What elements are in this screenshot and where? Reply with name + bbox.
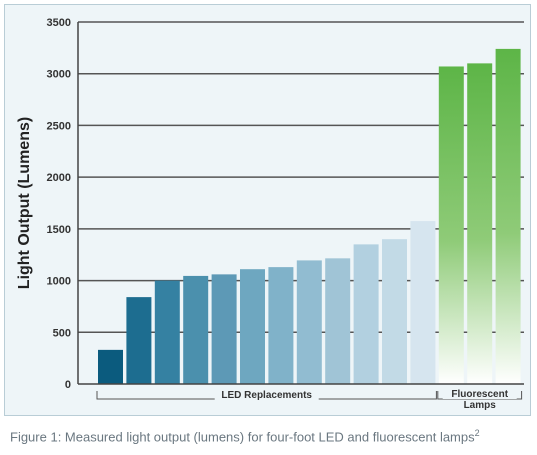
group-led-replacements: LED Replacements xyxy=(96,390,437,401)
group-label-bg xyxy=(442,389,517,399)
bar-chart: 0 500 1000 1500 2000 2500 3000 3500 LED Replace… xyxy=(16,17,524,411)
y-tick-label: 2500 xyxy=(47,120,71,132)
grid-lines xyxy=(78,21,524,334)
y-tick-label: 500 xyxy=(53,327,71,339)
bar-9 xyxy=(325,258,351,384)
bar-12 xyxy=(410,221,436,384)
caption-text: Figure 1: Measured light output (lumens)… xyxy=(10,429,475,445)
y-tick-label: 1500 xyxy=(47,224,71,236)
bar-14 xyxy=(467,63,493,384)
figure-caption: Figure 1: Measured light output (lumens)… xyxy=(10,428,530,444)
bar-4 xyxy=(183,275,209,384)
bar-2 xyxy=(126,297,152,384)
y-axis-title: Light Output (Lumens) xyxy=(16,117,33,289)
bar-6 xyxy=(240,269,265,384)
y-tick-label: 1000 xyxy=(47,276,71,288)
y-tick-label: 3500 xyxy=(47,17,71,29)
group-label: Fluorescent xyxy=(451,389,508,400)
bar-10 xyxy=(353,244,379,384)
y-tick-label: 0 xyxy=(65,379,71,391)
bar-13 xyxy=(438,66,464,384)
bar-1 xyxy=(98,349,123,384)
group-label: Lamps xyxy=(464,400,497,411)
group-label-bg xyxy=(214,390,319,400)
group-label-bg xyxy=(460,400,499,410)
bar-15 xyxy=(495,48,521,385)
axes xyxy=(77,22,524,385)
bar-8 xyxy=(296,260,322,384)
bar-3 xyxy=(154,280,180,384)
bar-11 xyxy=(382,239,407,384)
y-tick-labels: 0 500 1000 1500 2000 2500 3000 3500 xyxy=(47,17,71,391)
chart-frame: 0 500 1000 1500 2000 2500 3000 3500 LED Replace… xyxy=(4,4,531,416)
group-label: LED Replacements xyxy=(221,390,312,401)
bars xyxy=(98,48,521,385)
caption-superscript: 2 xyxy=(474,428,480,438)
y-tick-label: 3000 xyxy=(47,69,71,81)
bar-5 xyxy=(211,274,237,384)
y-tick-label: 2000 xyxy=(47,172,71,184)
bar-7 xyxy=(268,267,294,384)
